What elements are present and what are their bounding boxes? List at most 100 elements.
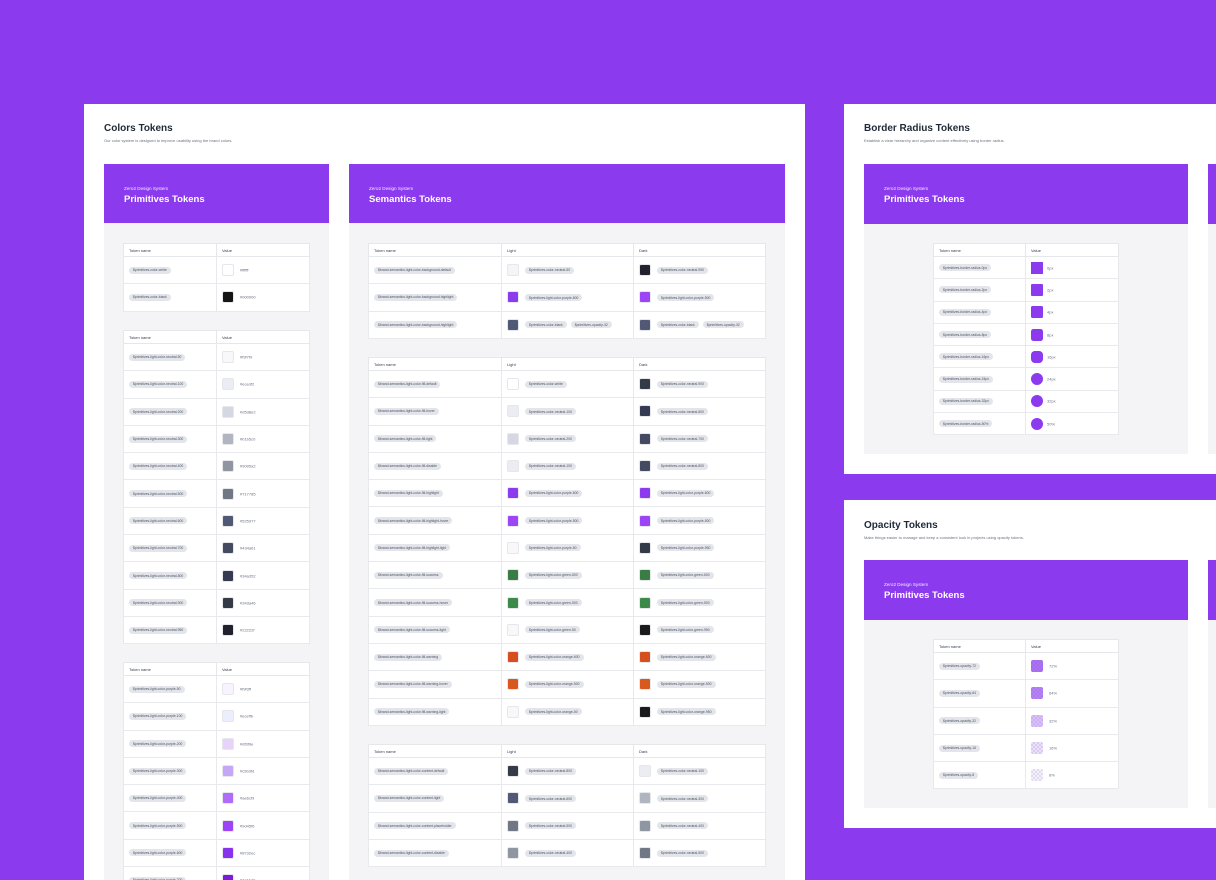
radius-swatch <box>1031 306 1043 319</box>
opacity-fill <box>1031 660 1043 673</box>
color-swatch <box>222 487 234 500</box>
table-row: $brand-semantics-light-color-fill-defaul… <box>368 369 766 399</box>
dark-swatch <box>639 847 651 860</box>
col-light: Light <box>501 357 634 371</box>
token-pill: $primitives-light-color-neutral-800 <box>129 572 188 580</box>
token-name-cell: $brand-semantics-light-color-fill-defaul… <box>368 369 502 399</box>
dark-cell: $primitives-light-color-purple-500 <box>633 506 766 535</box>
light-cell: $primitives-light-color-purple-600 <box>501 283 634 312</box>
dark-cell: $primitives-light-color-orange-600 <box>633 642 766 672</box>
col-value: Value <box>1025 243 1119 257</box>
table-row: $brand-semantics-light-color-background-… <box>368 283 766 312</box>
value-cell: #f9f3ff <box>216 674 310 704</box>
col-value: Value <box>1025 639 1119 653</box>
col-token-name: Token name <box>123 243 217 257</box>
token-pill: $primitives-color-neutral-50 <box>525 266 575 274</box>
table-row: $primitives-border-radius-32px 32px <box>933 389 1119 414</box>
value-cell: 24px <box>1025 367 1119 391</box>
light-swatch <box>507 487 519 500</box>
token-pill: $primitives-opacity-32 <box>702 321 744 329</box>
token-name-cell: $brand-semantics-light-color-content-pla… <box>368 811 502 840</box>
dark-swatch <box>639 765 651 778</box>
table-row: $brand-semantics-light-color-fill-succes… <box>368 561 766 590</box>
token-name-cell: $brand-semantics-light-color-fill-light <box>368 424 502 453</box>
table-row: $primitives-light-color-purple-50 #f9f3ff <box>123 674 310 704</box>
table-row: $primitives-color-white #ffffff <box>123 255 310 285</box>
colors-tokens-card: Colors Tokens Our color system is design… <box>84 104 805 880</box>
light-cell: $primitives-color-neutral-200 <box>501 424 634 453</box>
dark-cell: $primitives-color-neutral-800 <box>633 451 766 481</box>
radius-panel-next <box>1208 224 1216 454</box>
radius-primitives-title: Primitives Tokens <box>884 194 965 205</box>
token-name-cell: $brand-semantics-light-color-fill-highli… <box>368 533 502 563</box>
token-pill: $primitives-light-color-neutral-900 <box>129 599 188 607</box>
dark-swatch <box>639 678 651 691</box>
token-pill: $primitives-color-neutral-800 <box>657 462 708 470</box>
col-light: Light <box>501 243 634 257</box>
hex-value: #df3f9e <box>240 741 254 747</box>
value-cell: #eceffb <box>216 702 310 731</box>
light-cell: $primitives-color-neutral-100 <box>501 451 634 481</box>
table-row: $primitives-light-color-purple-400 #ae6cf… <box>123 784 310 813</box>
table-row: $primitives-border-radius-50% 50% <box>933 412 1119 436</box>
col-light: Light <box>501 744 634 758</box>
opacity-fill <box>1031 742 1043 755</box>
token-name-cell: $brand-semantics-light-color-fill-disabl… <box>368 451 502 481</box>
token-name-cell: $primitives-light-color-neutral-100 <box>123 370 217 399</box>
hex-value: #717785 <box>240 491 256 497</box>
value-cell: #df3f9e <box>216 729 310 758</box>
hex-value: #d5d8e2 <box>240 409 256 415</box>
opacity-value: 16% <box>1049 745 1058 751</box>
primitives-title: Primitives Tokens <box>124 194 205 205</box>
light-swatch <box>507 432 519 445</box>
radius-swatch <box>1031 350 1043 363</box>
table-row: $primitives-light-color-purple-500 #9d45f… <box>123 811 310 840</box>
token-name-cell: $primitives-opacity-16 <box>933 733 1026 763</box>
opacity-primitives-title: Primitives Tokens <box>884 590 965 601</box>
token-name-cell: $primitives-opacity-32 <box>933 706 1026 735</box>
opacity-value: 64% <box>1049 690 1058 696</box>
value-cell: #22222f <box>216 615 310 645</box>
light-cell: $primitives-color-black $primitives-opaci… <box>501 310 634 339</box>
table-row: $brand-semantics-light-color-content-pla… <box>368 811 766 840</box>
token-pill: $brand-semantics-light-color-fill-succes… <box>374 599 453 607</box>
col-value: Value <box>216 330 310 344</box>
token-pill: $primitives-light-color-purple-50 <box>129 685 185 693</box>
hex-value: #000000 <box>240 294 256 300</box>
token-name-cell: $primitives-light-color-purple-400 <box>123 784 217 813</box>
token-pill: $primitives-light-color-purple-100 <box>129 712 187 720</box>
token-pill: $primitives-light-color-purple-950 <box>657 544 715 552</box>
light-cell: $primitives-light-color-purple-500 <box>501 506 634 535</box>
table-row: $primitives-light-color-neutral-600 #5259… <box>123 506 310 536</box>
table-row: $brand-semantics-light-color-fill-light $… <box>368 424 766 453</box>
token-pill: $primitives-light-color-purple-500 <box>525 517 583 525</box>
color-swatch <box>222 351 234 364</box>
value-cell: #ecedf2 <box>216 370 310 399</box>
dark-cell: $primitives-color-neutral-950 <box>633 255 766 285</box>
value-cell: #434a61 <box>216 534 310 563</box>
table-row: $brand-semantics-light-color-fill-highli… <box>368 479 766 508</box>
token-pill: $primitives-light-color-purple-600 <box>525 489 583 497</box>
color-swatch <box>222 291 234 304</box>
color-swatch <box>222 846 234 859</box>
hex-value: #9d45f6 <box>240 823 255 829</box>
dark-cell: $primitives-light-color-green-500 <box>633 588 766 617</box>
token-name-cell: $brand-semantics-light-color-fill-highli… <box>368 506 502 535</box>
token-name-cell: $primitives-light-color-neutral-700 <box>123 534 217 563</box>
design-system-label: Zero2 Design System <box>124 186 169 191</box>
table-row: $primitives-light-color-neutral-500 #7177… <box>123 479 310 508</box>
table-row: $primitives-light-color-purple-300 #c5b3f… <box>123 756 310 786</box>
color-swatch <box>222 378 234 391</box>
hex-value: #7c1bd9 <box>240 878 255 880</box>
light-swatch <box>507 705 519 718</box>
light-swatch <box>507 819 519 832</box>
radius-card-description: Establish a clear hierarchy and organize… <box>864 138 1005 143</box>
semantics-table: Token name Light Dark $brand-semantics-ligh… <box>368 357 766 726</box>
token-pill: $primitives-light-color-purple-700 <box>129 876 187 880</box>
value-cell: #525977 <box>216 506 310 536</box>
table-row: $primitives-light-color-neutral-900 #343a… <box>123 588 310 617</box>
token-pill: $primitives-light-color-purple-200 <box>129 740 187 748</box>
col-token-name: Token name <box>368 744 502 758</box>
col-token-name: Token name <box>368 243 502 257</box>
light-cell: $primitives-color-neutral-400 <box>501 838 634 868</box>
